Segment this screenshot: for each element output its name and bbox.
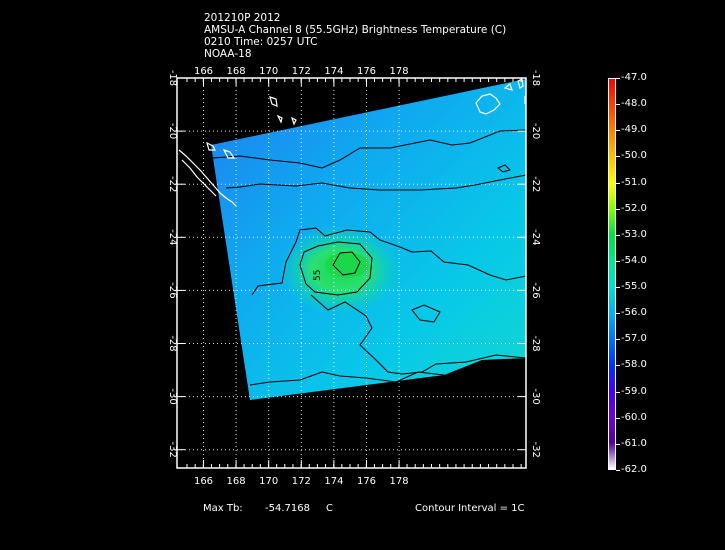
lon-label: 178 [390,476,409,487]
max-tb-label: Max Tb: [203,503,243,514]
colorbar-tick [616,470,620,471]
colorbar-tick [616,339,620,341]
colorbar-label: -54.0 [621,254,647,266]
colorbar-label: -52.0 [621,202,647,214]
lat-label: -30 [530,388,541,404]
lat-label: -28 [167,335,178,351]
lon-label: 178 [390,66,409,77]
colorbar-tick [616,104,620,106]
lat-label: -26 [167,282,178,298]
header-title: 201210P 2012 [204,12,281,24]
colorbar-label: -62.0 [621,464,647,475]
lon-label: 166 [194,476,213,487]
lat-label: -20 [530,123,541,139]
colorbar-label: -51.0 [621,176,647,188]
lat-label: -22 [530,176,541,192]
colorbar-tick [616,156,620,158]
lon-label: 172 [292,476,311,487]
coastline [178,78,526,207]
colorbar-label: -49.0 [621,124,647,136]
colorbar-tick [616,365,620,367]
colorbar-label: -47.0 [621,72,647,83]
lat-label: -20 [167,123,178,139]
lon-label: 176 [357,66,376,77]
lon-label: 176 [357,476,376,487]
lat-label: -28 [530,335,541,351]
lon-label: 174 [324,66,343,77]
colorbar-label: -53.0 [621,228,647,240]
header-time: 0210 Time: 0257 UTC [204,36,318,48]
colorbar-label: -58.0 [621,359,647,371]
colorbar-tick [616,417,620,419]
colorbar-label: -56.0 [621,307,647,319]
max-tb-unit: C [326,503,333,514]
header-satellite: NOAA-18 [204,48,252,60]
colorbar-label: -48.0 [621,98,647,110]
colorbar-tick [616,182,620,184]
lat-lon-grid [177,78,526,468]
colorbar-label: -60.0 [621,411,647,423]
lon-label: 166 [194,66,213,77]
colorbar-tick [616,287,620,289]
colorbar-tick [616,208,620,210]
colorbar-tick [616,130,620,132]
lat-label: -30 [167,388,178,404]
colorbar-label: -57.0 [621,333,647,345]
colorbar-tick [616,78,620,79]
max-tb-value: -54.7168 [265,503,310,514]
colorbar-tick [616,260,620,262]
colorbar-label: -55.0 [621,281,647,293]
lat-label: -18 [167,70,178,86]
contours [212,129,527,386]
lon-label: 170 [259,476,278,487]
lat-label: -24 [167,229,178,245]
axis-ticks [177,77,526,468]
lat-label: -32 [167,442,178,458]
lon-label: 174 [324,476,343,487]
lat-label: -32 [530,442,541,458]
lon-label: 168 [227,476,246,487]
axis-labels: 166 166 168 168 170 170 172 172 174 174 176 176 178 1… [167,66,541,487]
header-product: AMSU-A Channel 8 (55.5GHz) Brightness Te… [204,24,507,36]
lat-label: -26 [530,282,541,298]
colorbar-tick [616,391,620,393]
contour-label: 55 [313,270,323,281]
lat-label: -18 [530,70,541,86]
map-frame [176,77,527,469]
colorbar-label: -59.0 [621,385,647,397]
lat-label: -22 [167,176,178,192]
colorbar-label: -61.0 [621,437,647,449]
lon-label: 172 [292,66,311,77]
lat-label: -24 [530,229,541,245]
lon-label: 168 [227,66,246,77]
colorbar-label: -50.0 [621,150,647,162]
colorbar-tick [616,313,620,315]
contour-interval: Contour Interval = 1C [415,503,525,514]
colorbar-tick [616,443,620,445]
lon-label: 170 [259,66,278,77]
colorbar-tick [616,234,620,236]
colorbar [608,78,616,470]
